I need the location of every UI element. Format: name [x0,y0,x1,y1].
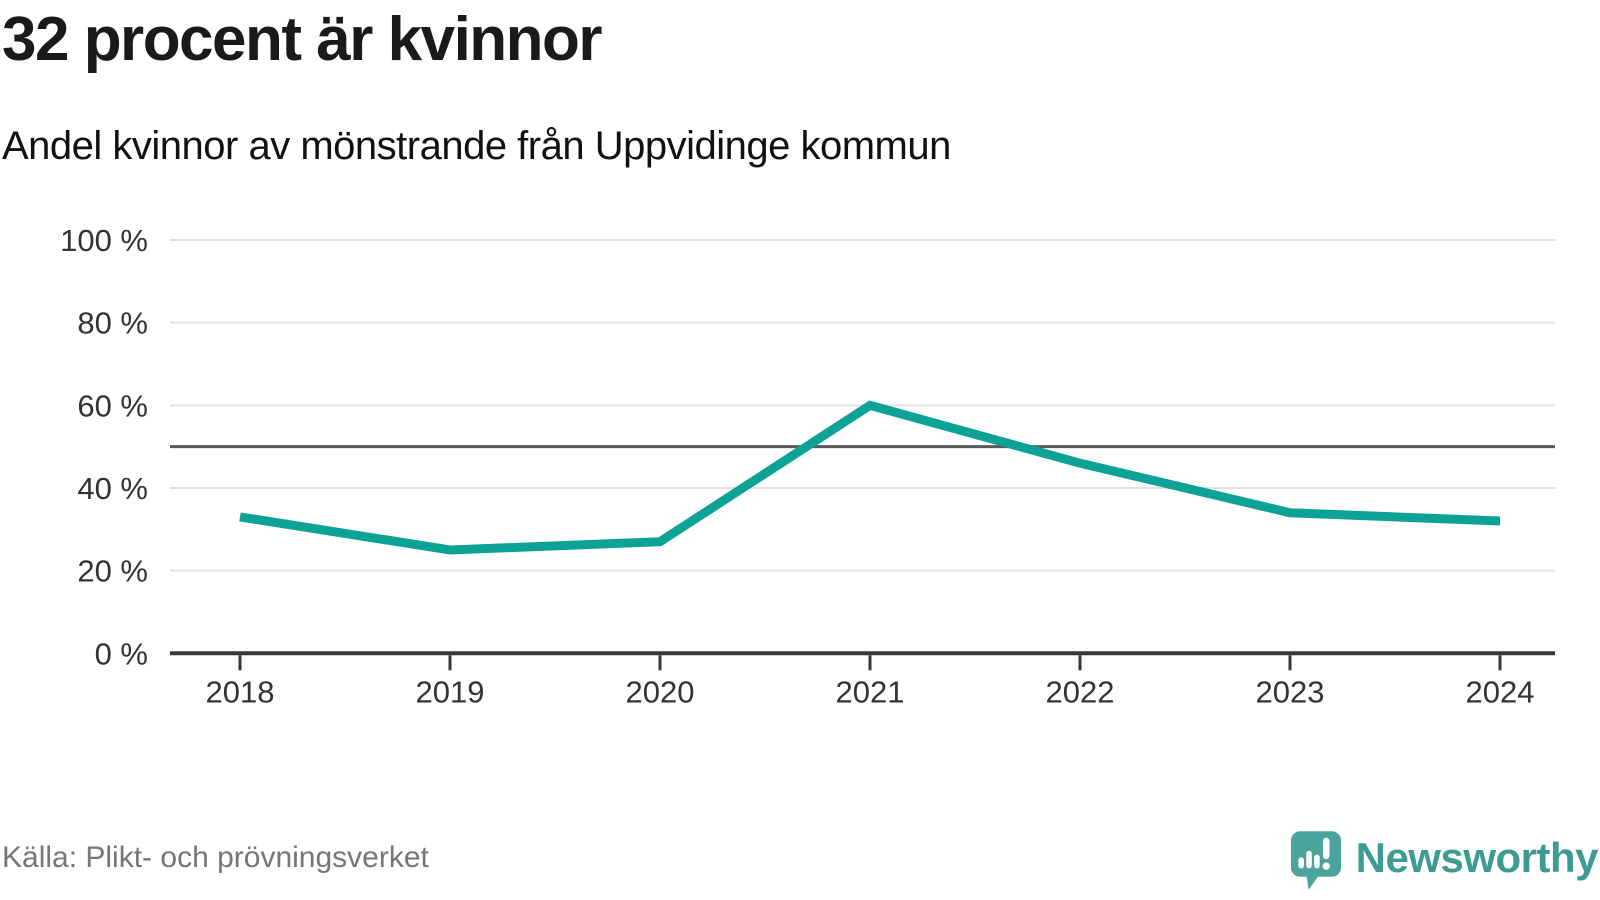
y-axis-label: 0 % [95,636,148,671]
newsworthy-logo-icon [1290,831,1341,890]
y-axis-label: 100 % [60,223,148,258]
x-axis-label: 2021 [836,674,905,709]
chart-subtitle: Andel kvinnor av mönstrande från Uppvidi… [2,124,951,168]
y-axis-label: 20 % [77,554,148,589]
x-axis-label: 2020 [626,674,695,709]
logo-bar-3 [1313,854,1320,869]
newsworthy-wordmark: Newsworthy [1355,834,1599,881]
source-note: Källa: Plikt- och prövningsverket [2,841,429,874]
logo-exclamation-dot [1322,862,1330,870]
x-axis-label: 2023 [1256,674,1325,709]
line-chart: 0 % 20 % 40 % 60 % 80 % 100 % 2018 2019 2020 2021… [60,223,1555,709]
newsworthy-logo: Newsworthy [1290,830,1599,892]
page-title: 32 procent är kvinnor [2,5,603,74]
x-axis-label: 2018 [206,674,275,709]
y-axis-label: 40 % [77,471,148,506]
logo-exclamation-bar [1322,837,1330,860]
y-axis-label: 60 % [77,388,148,423]
logo-bar-1 [1297,857,1304,869]
y-axis-label: 80 % [77,306,148,341]
x-axis-label: 2019 [416,674,485,709]
data-line [239,400,1501,555]
logo-bar-2 [1305,850,1312,869]
x-axis-label: 2022 [1046,674,1115,709]
x-axis-label: 2024 [1466,674,1535,709]
